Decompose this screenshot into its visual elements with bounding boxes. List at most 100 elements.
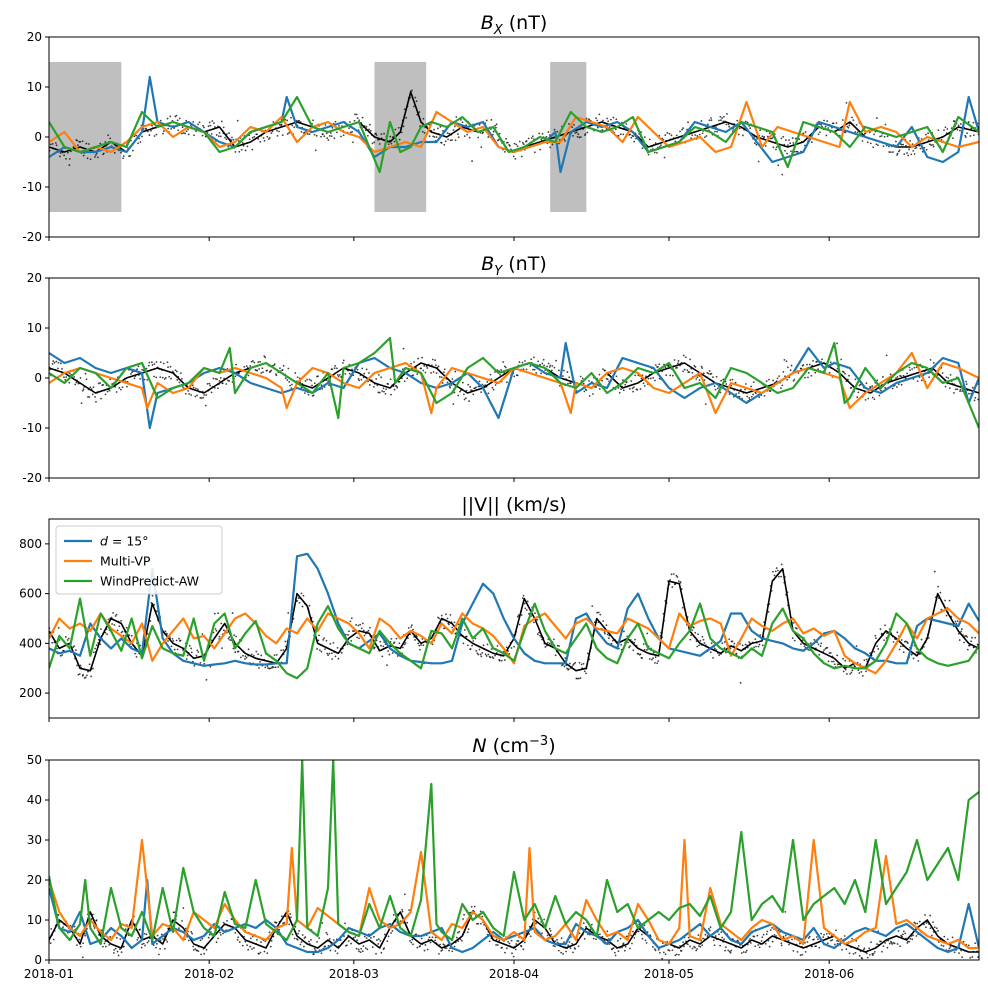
- observed-dot: [131, 149, 134, 152]
- observed-dot: [804, 131, 807, 133]
- observed-dot: [631, 387, 634, 390]
- observed-dot: [657, 366, 659, 368]
- observed-dot: [349, 620, 352, 623]
- observed-dot: [581, 377, 584, 380]
- observed-dot: [65, 157, 67, 160]
- observed-dot: [92, 667, 94, 670]
- observed-dot: [380, 376, 382, 379]
- observed-dot: [236, 938, 239, 941]
- observed-dot: [401, 908, 404, 911]
- observed-dot: [130, 634, 133, 637]
- observed-dot: [529, 935, 532, 938]
- observed-dot: [222, 629, 225, 632]
- observed-dot: [724, 949, 726, 952]
- observed-dot: [480, 391, 483, 394]
- observed-dot: [857, 669, 860, 672]
- observed-dot: [120, 951, 123, 953]
- observed-dot: [354, 113, 356, 116]
- observed-dot: [833, 663, 836, 666]
- observed-dot: [81, 140, 84, 143]
- observed-dot: [803, 645, 806, 648]
- observed-dot: [461, 121, 464, 124]
- observed-dot: [703, 136, 706, 139]
- observed-dot: [598, 388, 601, 390]
- observed-dot: [310, 938, 312, 941]
- observed-dot: [781, 173, 784, 176]
- observed-dot: [79, 664, 82, 667]
- observed-dot: [844, 372, 846, 375]
- observed-dot: [358, 950, 360, 953]
- observed-dot: [373, 141, 376, 144]
- observed-dot: [193, 134, 195, 137]
- observed-dot: [773, 574, 776, 577]
- observed-dot: [323, 637, 326, 640]
- observed-dot: [443, 368, 446, 371]
- observed-dot: [422, 644, 425, 647]
- observed-dot: [911, 938, 914, 941]
- observed-dot: [954, 620, 957, 623]
- observed-dot: [953, 951, 956, 954]
- observed-dot: [562, 952, 565, 955]
- observed-dot: [492, 657, 495, 659]
- observed-dot: [874, 637, 877, 640]
- observed-dot: [158, 953, 160, 956]
- observed-dot: [281, 369, 284, 372]
- observed-dot: [387, 935, 390, 938]
- observed-dot: [518, 361, 521, 363]
- observed-dot: [696, 645, 699, 648]
- observed-dot: [771, 940, 774, 943]
- observed-dot: [191, 384, 194, 387]
- observed-dot: [956, 128, 959, 131]
- observed-dot: [336, 952, 339, 955]
- observed-dot: [96, 156, 99, 159]
- observed-dot: [321, 133, 324, 135]
- observed-dot: [197, 123, 200, 126]
- observed-dot: [379, 939, 382, 942]
- observed-dot: [537, 360, 540, 363]
- observed-dot: [381, 655, 384, 658]
- observed-dot: [601, 379, 603, 382]
- observed-dot: [719, 944, 721, 947]
- observed-dot: [702, 937, 705, 940]
- observed-dot: [120, 151, 122, 154]
- observed-dot: [111, 623, 114, 625]
- observed-dot: [798, 942, 801, 945]
- observed-dot: [786, 152, 788, 155]
- observed-dot: [196, 394, 198, 397]
- observed-dot: [856, 131, 859, 134]
- observed-dot: [654, 661, 656, 664]
- observed-dot: [670, 573, 673, 576]
- observed-dot: [695, 949, 698, 952]
- observed-dot: [465, 389, 468, 392]
- observed-dot: [784, 149, 786, 152]
- observed-dot: [208, 933, 211, 936]
- observed-dot: [813, 938, 815, 941]
- observed-dot: [582, 922, 585, 924]
- title-unit: (nT): [502, 253, 547, 275]
- observed-dot: [331, 368, 334, 371]
- observed-dot: [969, 135, 972, 137]
- observed-dot: [92, 651, 95, 654]
- observed-dot: [288, 131, 291, 134]
- observed-dot: [574, 948, 577, 950]
- observed-dot: [390, 932, 392, 934]
- observed-dot: [709, 926, 712, 929]
- observed-dot: [229, 639, 231, 641]
- shaded-interval-0: [49, 62, 122, 212]
- observed-dot: [654, 142, 657, 144]
- observed-dot: [850, 386, 853, 389]
- observed-dot: [230, 139, 233, 142]
- observed-dot: [366, 134, 369, 137]
- observed-dot: [753, 646, 756, 649]
- observed-dot: [199, 939, 202, 942]
- observed-dot: [59, 155, 61, 158]
- observed-dot: [232, 138, 235, 141]
- observed-dot: [484, 653, 487, 656]
- observed-dot: [401, 910, 404, 913]
- observed-dot: [796, 951, 799, 953]
- observed-dot: [516, 615, 519, 618]
- observed-dot: [964, 134, 967, 137]
- observed-dot: [749, 938, 752, 940]
- observed-dot: [691, 629, 694, 632]
- observed-dot: [66, 639, 69, 641]
